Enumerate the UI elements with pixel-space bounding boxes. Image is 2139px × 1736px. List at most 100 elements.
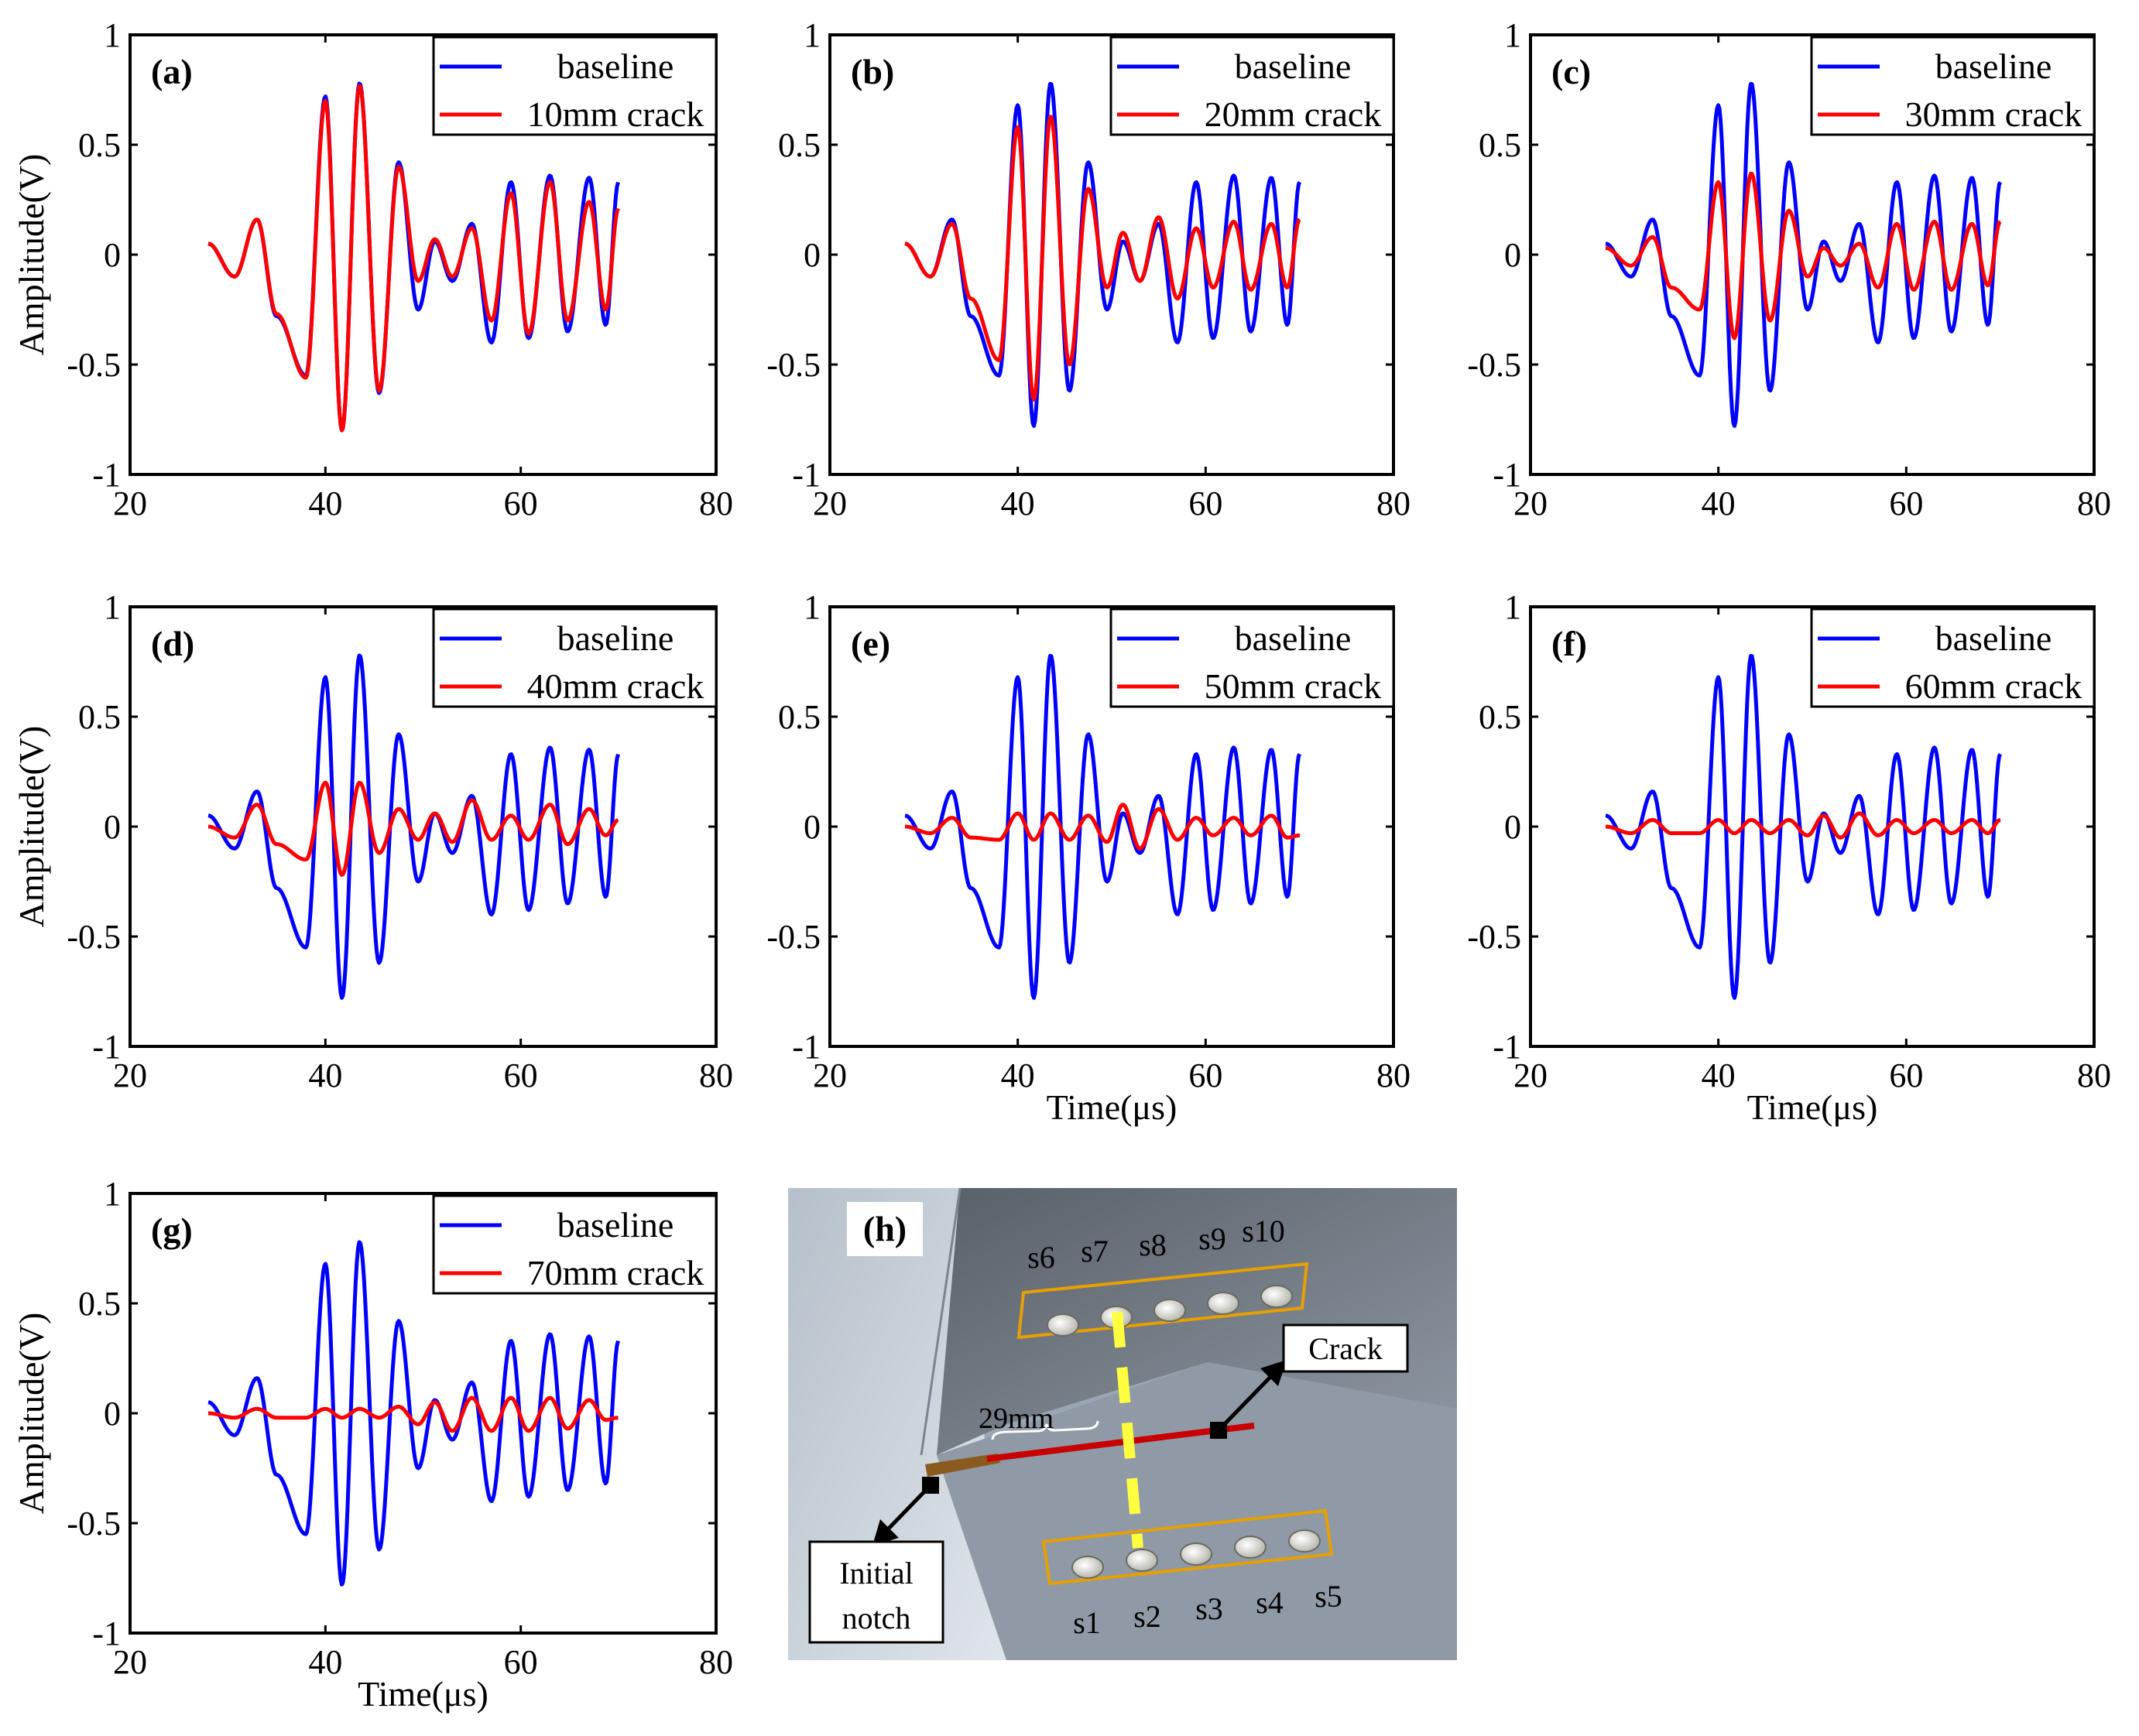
- crack-label: Crack: [1308, 1331, 1383, 1366]
- y-tick-label: 0.5: [78, 698, 121, 736]
- sensor-label: s3: [1195, 1591, 1223, 1626]
- x-tick-label: 60: [1889, 1056, 1923, 1094]
- x-tick-label: 80: [1376, 485, 1411, 522]
- crack-label-box: [1282, 1323, 1409, 1373]
- baseline-series-line: [904, 653, 1302, 1000]
- legend-label: 30mm crack: [1905, 94, 2082, 134]
- x-tick-label: 80: [699, 1056, 733, 1094]
- y-tick-label: 0: [804, 808, 821, 846]
- legend-box: [1810, 36, 2096, 136]
- sensor-dot: [1260, 1285, 1293, 1308]
- legend-box: [1810, 608, 2096, 708]
- sensor-dot: [1153, 1299, 1186, 1322]
- chart-panel: 20 40 60 80 -1 -0.5 0 0.5 1 (a) baseline 10mm crack…: [12, 16, 733, 522]
- sensor-dot: [1126, 1549, 1158, 1572]
- legend-label: 50mm crack: [1205, 666, 1382, 706]
- y-tick-label: 1: [1504, 16, 1521, 54]
- x-tick-label: 40: [308, 1056, 342, 1094]
- x-tick-label: 20: [113, 1056, 147, 1094]
- legend-label: baseline: [557, 46, 674, 86]
- panel-label: (e): [851, 624, 890, 663]
- y-tick-label: -0.5: [766, 346, 821, 384]
- panel-h-label-box: [847, 1202, 923, 1256]
- y-tick-label: 1: [104, 588, 121, 626]
- x-tick-label: 60: [504, 1643, 538, 1681]
- sensor-dot: [1047, 1313, 1079, 1337]
- legend-label: baseline: [1935, 618, 2052, 658]
- x-tick-label: 60: [1188, 485, 1222, 522]
- x-tick-label: 80: [699, 485, 733, 522]
- y-tick-label: 0: [104, 808, 121, 846]
- panel-label: (d): [151, 624, 194, 663]
- panel-label-h: (h): [863, 1209, 907, 1248]
- legend-label: 20mm crack: [1205, 94, 1382, 134]
- x-tick-label: 20: [813, 1056, 847, 1094]
- x-tick-label: 40: [1702, 1056, 1736, 1094]
- y-tick-label: 0.5: [778, 126, 821, 164]
- x-tick-label: 60: [504, 1056, 538, 1094]
- notch-arrow-line: [883, 1484, 932, 1534]
- x-axis-label: Time(μs): [1747, 1087, 1878, 1127]
- sensors-top: s6 s7 s8 s9 s10: [1027, 1214, 1293, 1337]
- y-tick-label: -1: [92, 456, 121, 494]
- flange-plate: [937, 1188, 1457, 1455]
- legend-box: [1109, 36, 1395, 136]
- x-tick-label: 80: [1376, 1056, 1411, 1094]
- y-tick-label: -1: [1493, 456, 1521, 494]
- sensor-group-top: [1016, 1262, 1309, 1340]
- x-tick-label: 80: [2077, 1056, 2111, 1094]
- x-tick-label: 20: [113, 485, 147, 522]
- y-tick-label: 0: [104, 1395, 121, 1433]
- sensor-group-bottom: [1041, 1508, 1334, 1586]
- legend: baseline 30mm crack: [1810, 36, 2096, 136]
- chart-panels: 20 40 60 80 -1 -0.5 0 0.5 1 (a) baseline 10mm crack…: [12, 16, 2111, 1714]
- panel-label: (c): [1551, 52, 1591, 91]
- y-tick-label: 0.5: [1479, 698, 1521, 736]
- y-tick-label: -1: [792, 456, 821, 494]
- legend: baseline 70mm crack: [432, 1194, 718, 1295]
- y-tick-label: 0.5: [78, 126, 121, 164]
- notch-label-box: [808, 1540, 944, 1644]
- edge-line: [920, 1187, 962, 1456]
- x-tick-label: 20: [813, 485, 847, 522]
- legend-label: 60mm crack: [1905, 666, 2082, 706]
- y-tick-label: -1: [92, 1028, 121, 1066]
- y-tick-label: 1: [804, 16, 821, 54]
- y-tick-label: 1: [104, 1175, 121, 1213]
- legend: baseline 50mm crack: [1109, 608, 1395, 708]
- x-tick-label: 60: [1188, 1056, 1222, 1094]
- crack-series-line: [904, 803, 1301, 851]
- path-s7-s2: [1112, 1311, 1143, 1549]
- x-tick-label: 60: [1889, 485, 1923, 522]
- x-tick-label: 60: [504, 485, 538, 522]
- initial-notch: [925, 1454, 1000, 1477]
- y-tick-label: 1: [804, 588, 821, 626]
- y-tick-label: -1: [792, 1028, 821, 1066]
- legend-label: 10mm crack: [527, 94, 704, 134]
- baseline-series-line: [207, 653, 620, 1000]
- legend-box: [1109, 608, 1395, 708]
- crack-arrow-line: [1217, 1372, 1275, 1432]
- sensor-label: s10: [1242, 1214, 1285, 1248]
- x-tick-label: 40: [308, 1643, 342, 1681]
- y-tick-label: -1: [1493, 1028, 1521, 1066]
- baseline-series-line: [207, 81, 620, 433]
- sensor-label: s1: [1073, 1605, 1101, 1640]
- y-axis-label: Amplitude(V): [12, 154, 51, 356]
- x-tick-label: 20: [113, 1643, 147, 1681]
- legend-box: [432, 36, 718, 136]
- y-tick-label: 0.5: [1479, 126, 1521, 164]
- x-tick-label: 40: [1001, 485, 1035, 522]
- chart-panel: 20 40 60 80 -1 -0.5 0 0.5 1 (d) baseline 40mm crack…: [12, 588, 733, 1094]
- legend: baseline 40mm crack: [432, 608, 718, 708]
- sensor-label: s6: [1027, 1240, 1055, 1275]
- crack-line: [986, 1423, 1255, 1462]
- y-tick-label: -1: [92, 1614, 121, 1652]
- x-tick-label: 40: [1001, 1056, 1035, 1094]
- legend-label: baseline: [557, 618, 674, 658]
- panel-label: (f): [1551, 624, 1587, 663]
- legend-label: baseline: [1935, 46, 2052, 86]
- sensor-label: s8: [1139, 1228, 1167, 1262]
- y-tick-label: -0.5: [67, 1505, 121, 1543]
